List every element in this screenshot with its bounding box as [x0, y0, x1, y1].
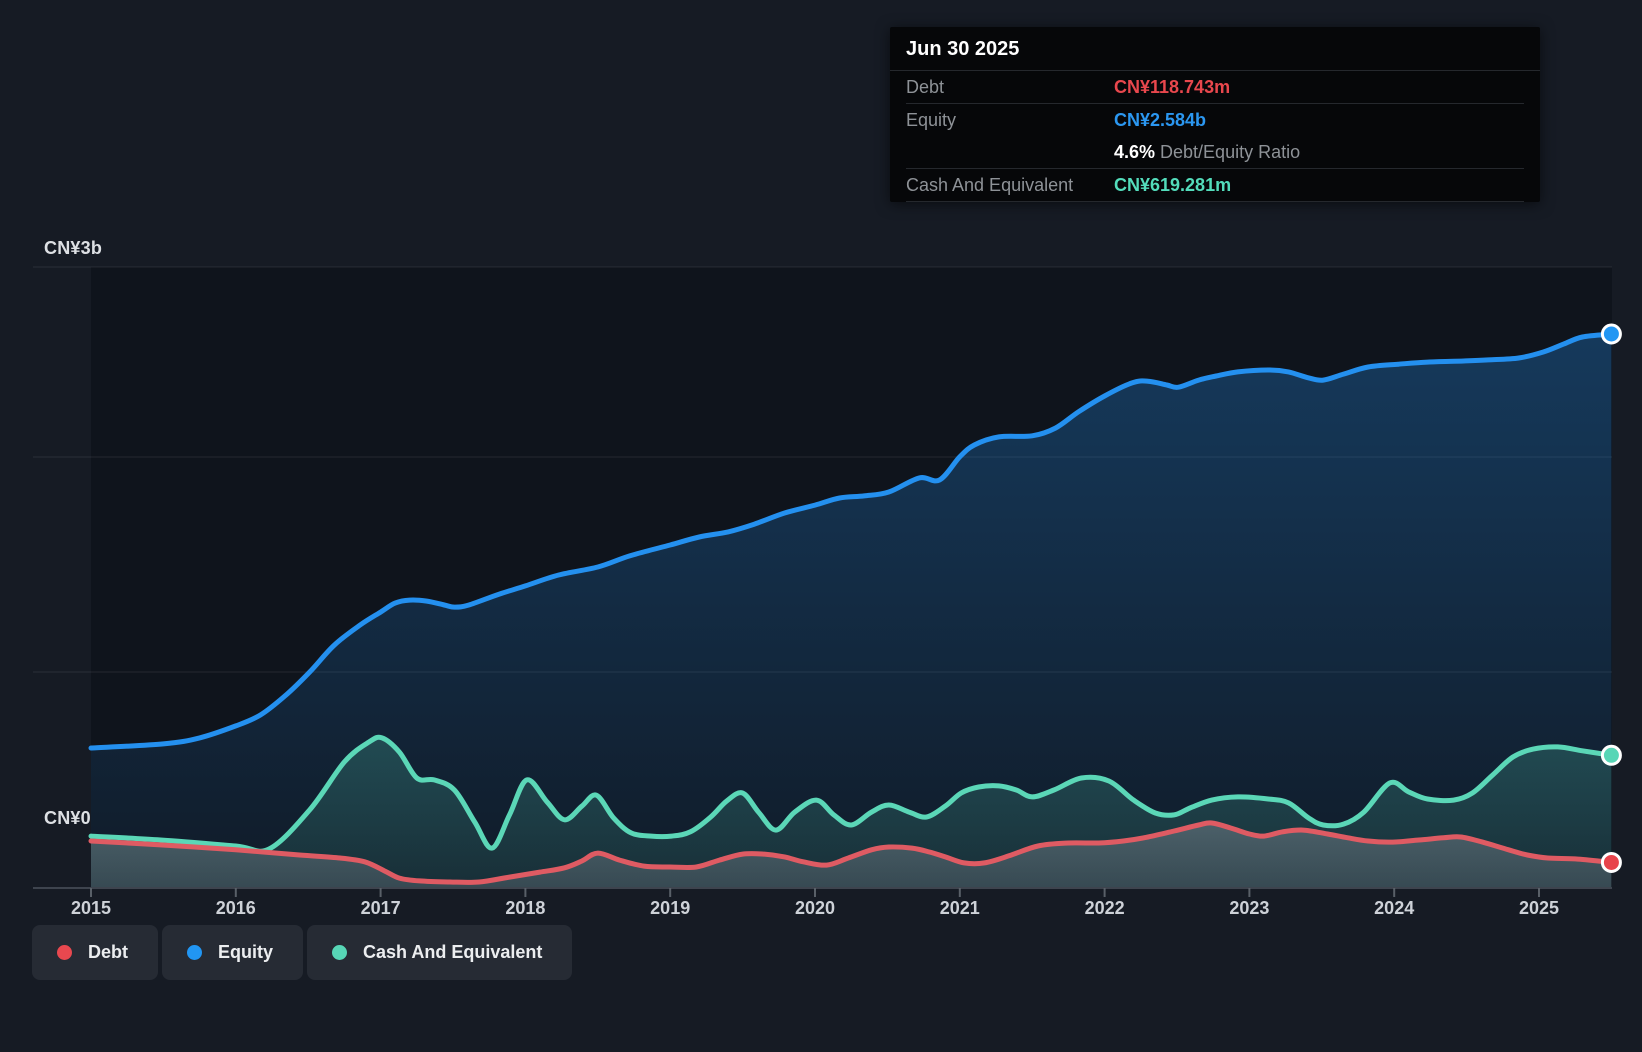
line-cash-and-equivalent: [88, 734, 1614, 854]
y-axis-label-0: CN¥0: [44, 808, 91, 828]
x-tick-label-2023: 2023: [1229, 898, 1269, 918]
legend: Debt Equity Cash And Equivalent: [32, 925, 573, 980]
x-axis-ticks: [90, 888, 1540, 897]
x-tick-label-2019: 2019: [650, 898, 690, 918]
tooltip-debt-value: CN¥118.743m: [1114, 76, 1231, 97]
x-tick-label-2021: 2021: [940, 898, 980, 918]
equity-dot-icon: [187, 945, 202, 960]
series-lines: [88, 331, 1614, 885]
area-equity: [91, 334, 1612, 888]
tooltip-cash-label: Cash And Equivalent: [906, 174, 1074, 195]
x-tick-label-2016: 2016: [216, 898, 256, 918]
x-tick-label-2015: 2015: [71, 898, 111, 918]
legend-item-debt[interactable]: Debt: [32, 925, 158, 980]
tooltip-date: Jun 30 2025: [890, 27, 1540, 71]
x-tick-label-2020: 2020: [795, 898, 835, 918]
tooltip-row-cash: Cash And Equivalent CN¥619.281m: [906, 169, 1524, 202]
tooltip-cash-value: CN¥619.281m: [1114, 174, 1232, 195]
x-tick-label-2018: 2018: [505, 898, 545, 918]
series-end-markers[interactable]: [1600, 323, 1622, 873]
area-debt: [91, 822, 1612, 888]
tooltip-ratio-value: 4.6% Debt/Equity Ratio: [1114, 142, 1300, 163]
x-tick-label-2025: 2025: [1519, 898, 1559, 918]
x-tick-label-2024: 2024: [1374, 898, 1414, 918]
debt-equity-ratio-label: Debt/Equity Ratio: [1155, 141, 1301, 162]
y-axis-label-3b: CN¥3b: [44, 238, 103, 258]
legend-debt-label: Debt: [88, 942, 128, 962]
series-areas: [91, 334, 1612, 888]
x-tick-label-2017: 2017: [361, 898, 401, 918]
tooltip-equity-value: CN¥2.584b: [1114, 109, 1207, 130]
tooltip-row-equity: Equity CN¥2.584b: [906, 104, 1524, 136]
end-marker-equity[interactable]: [1600, 323, 1622, 345]
x-tick-label-2022: 2022: [1085, 898, 1125, 918]
tooltip-row-ratio: 4.6% Debt/Equity Ratio: [906, 136, 1524, 169]
debt-dot-icon: [57, 945, 72, 960]
chart-tooltip: Jun 30 2025 Debt CN¥118.743m Equity CN¥2…: [890, 27, 1540, 202]
end-marker-cash-and-equivalent[interactable]: [1600, 744, 1622, 766]
end-marker-debt[interactable]: [1600, 851, 1622, 873]
tooltip-row-debt: Debt CN¥118.743m: [906, 71, 1524, 104]
legend-item-equity[interactable]: Equity: [162, 925, 304, 980]
legend-cash-label: Cash And Equivalent: [363, 942, 543, 962]
legend-item-cash[interactable]: Cash And Equivalent: [307, 925, 573, 980]
tooltip-equity-label: Equity: [906, 109, 957, 130]
tooltip-debt-label: Debt: [906, 76, 945, 97]
line-equity: [88, 331, 1614, 751]
x-axis-labels: 2015 2016 2017 2018 2019 2020 2021 2022 2023 2024…: [71, 898, 1559, 918]
debt-equity-ratio-percent: 4.6%: [1114, 141, 1156, 162]
legend-equity-label: Equity: [218, 942, 274, 962]
line-debt: [88, 820, 1614, 885]
cash-dot-icon: [332, 945, 348, 960]
